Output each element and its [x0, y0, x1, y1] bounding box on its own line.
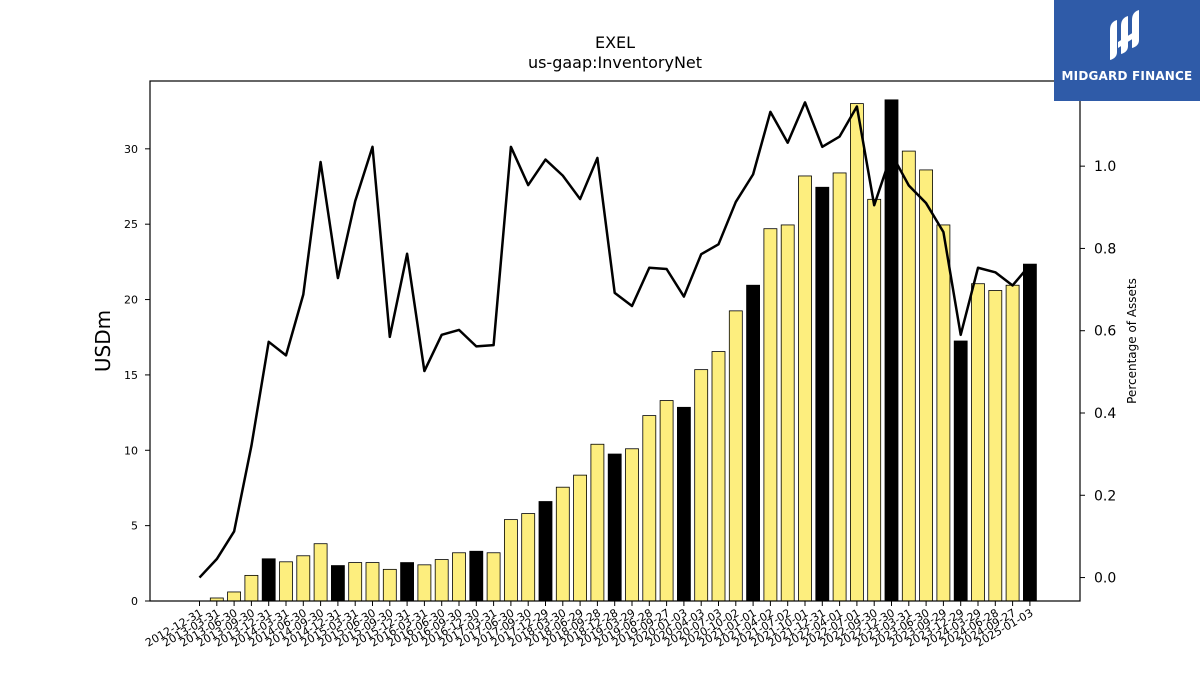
bar-2017-03-31: [486, 552, 501, 602]
bar-2013-09-30: [244, 574, 259, 602]
bar-2016-09-30: [452, 552, 466, 602]
bar-2019-06-28: [642, 415, 657, 602]
y-tick-label-left: 25: [124, 218, 138, 231]
bars-layer: [209, 99, 1037, 602]
brand-logo: MIDGARD FINANCE: [1054, 0, 1200, 101]
bar-2021-04-02: [763, 228, 778, 602]
bar-2014-12-31: [330, 565, 345, 602]
bar-2023-06-30: [919, 169, 933, 602]
y-tick-label-right: 0.2: [1094, 488, 1116, 504]
x-axis: 2012-12-312013-03-312013-06-302013-09-30…: [143, 601, 1035, 650]
line-layer: [198, 101, 1031, 579]
bar-2016-03-31: [417, 564, 432, 602]
y-tick-label-right: 0.0: [1094, 571, 1116, 587]
y-tick-label-left: 0: [131, 595, 138, 608]
percentage-line: [198, 101, 1031, 579]
bar-2014-06-30: [296, 555, 311, 602]
bar-2024-09-27: [1005, 284, 1020, 602]
y-tick-label-right: 0.8: [1094, 241, 1116, 257]
y-tick-label-right: 0.4: [1094, 406, 1116, 422]
bar-2021-12-31: [815, 186, 830, 602]
bar-2017-06-30: [503, 519, 518, 602]
bar-2020-10-02: [728, 310, 743, 602]
bar-2023-09-29: [936, 224, 951, 602]
y-axis-right: 0.0 0.2 0.4 0.6 0.8 1.0: [1080, 159, 1116, 587]
chart-subtitle: us-gaap:InventoryNet: [528, 53, 702, 72]
y-axis-label-left: USDm: [91, 310, 115, 372]
bar-2014-09-30: [313, 543, 328, 602]
bar-2021-10-01: [798, 175, 812, 602]
bar-2023-12-29: [953, 340, 968, 602]
logo-mark-icon: [1110, 10, 1139, 60]
bar-2018-09-28: [590, 443, 605, 602]
chart-title: EXEL: [595, 33, 635, 52]
y-tick-label-left: 20: [124, 294, 138, 307]
bar-2021-01-01: [746, 284, 760, 602]
bar-2022-07-01: [850, 103, 864, 602]
logo-text: MIDGARD FINANCE: [1061, 69, 1193, 83]
bar-2015-12-31: [400, 562, 415, 602]
bar-2019-09-27: [659, 400, 674, 602]
bar-2024-06-28: [988, 290, 1003, 602]
bar-2017-09-30: [521, 513, 536, 602]
bar-2022-09-30: [867, 198, 882, 602]
bar-2020-07-03: [711, 351, 726, 602]
bar-2014-03-31: [279, 561, 293, 602]
bar-2018-12-28: [607, 453, 622, 602]
y-tick-label-right: 1.0: [1094, 159, 1116, 175]
bar-2025-01-03: [1023, 263, 1037, 602]
bar-2022-04-01: [832, 172, 847, 602]
bar-2013-06-30: [227, 591, 242, 602]
bar-2015-06-30: [365, 562, 380, 602]
bar-2019-03-29: [625, 448, 639, 602]
bar-2020-01-03: [677, 406, 691, 602]
bar-2015-09-30: [382, 568, 397, 602]
bar-2016-12-30: [469, 550, 484, 602]
y-axis-label-right: Percentage of Assets: [1125, 278, 1139, 404]
y-tick-label-left: 15: [124, 369, 138, 382]
y-tick-label-left: 30: [124, 143, 138, 156]
y-axis-left: 0 5 10 15 20 25 30: [124, 143, 150, 608]
bar-2018-03-30: [555, 486, 570, 602]
bar-2016-06-30: [434, 559, 449, 602]
bar-2021-07-02: [780, 224, 795, 602]
bar-2017-12-29: [538, 501, 553, 602]
bar-2022-12-30: [884, 99, 899, 602]
y-tick-label-right: 0.6: [1094, 324, 1116, 340]
bar-2018-06-29: [573, 474, 587, 602]
y-tick-label-left: 10: [124, 444, 138, 457]
bar-2015-03-31: [348, 562, 363, 602]
bar-2023-03-31: [901, 150, 916, 602]
bar-2020-04-03: [694, 369, 709, 602]
bar-2013-12-31: [261, 558, 276, 602]
y-tick-label-left: 5: [131, 520, 138, 533]
bar-2024-03-29: [971, 283, 985, 602]
